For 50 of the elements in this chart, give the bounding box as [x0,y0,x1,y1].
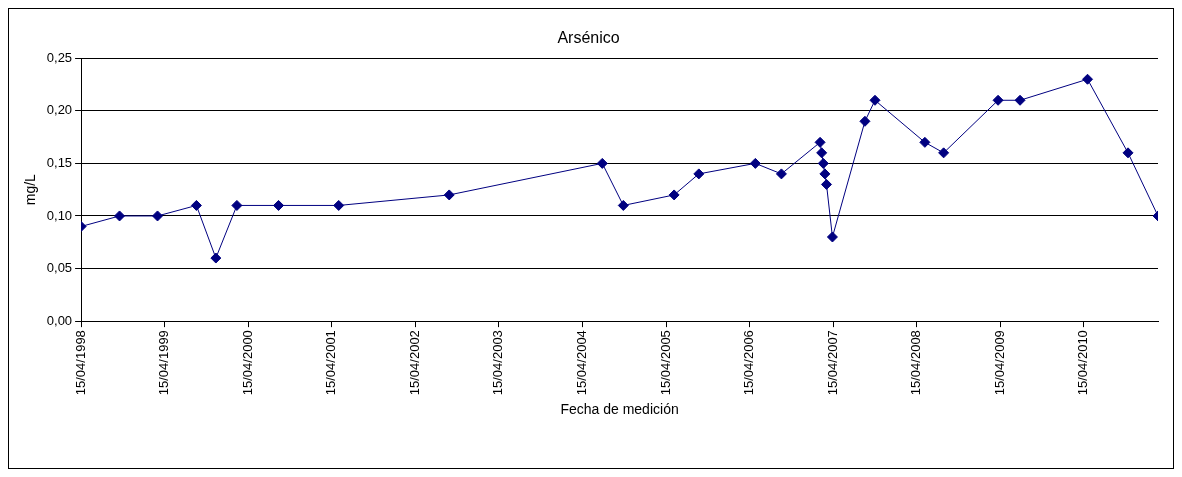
x-axis-title: Fecha de medición [560,401,679,418]
x-tick-label: 15/04/2001 [323,330,339,396]
point [1122,147,1134,159]
y-axis-title: mg/L [22,173,39,206]
point [273,199,285,211]
y-tick-label: 0,00 [46,312,73,328]
point [814,136,826,148]
x-tick-label: 15/04/1999 [156,330,172,396]
x-tick-label: 15/04/2002 [406,330,422,396]
point [817,157,829,169]
point [775,168,787,180]
point [992,94,1004,106]
point [617,199,629,211]
point [826,231,838,243]
point [443,189,455,201]
chart-title: Arsénico [557,29,620,47]
x-tick-label: 15/04/1998 [72,330,88,396]
x-tick-label: 15/04/2004 [574,330,590,396]
x-tick-label: 15/04/2008 [908,330,924,396]
x-tick-label: 15/04/2003 [490,330,506,396]
point [152,210,164,222]
y-tick-label: 0,05 [46,260,73,276]
point [1014,94,1026,106]
x-tick-label: 15/04/2000 [239,330,255,396]
x-tick-label: 15/04/2007 [824,330,840,396]
point [190,199,202,211]
point [816,147,828,159]
y-tick-label: 0,15 [46,154,73,170]
point [938,147,950,159]
y-tick-label: 0,10 [46,207,73,223]
x-tick-label: 15/04/2009 [991,330,1007,396]
point [1082,73,1094,85]
point [231,199,243,211]
point [859,115,871,127]
y-tick-label: 0,25 [46,49,73,65]
point [820,178,832,190]
point [114,210,126,222]
point [869,94,881,106]
point [333,199,345,211]
point [210,252,222,264]
x-tick-label: 15/04/2010 [1075,330,1091,396]
x-tick-label: 15/04/2006 [741,330,757,396]
x-tick-label: 15/04/2005 [657,330,673,396]
point [749,157,761,169]
point [919,136,931,148]
point [693,168,705,180]
point [819,168,831,180]
y-tick-label: 0,20 [46,102,73,118]
point [596,157,608,169]
point [668,189,680,201]
